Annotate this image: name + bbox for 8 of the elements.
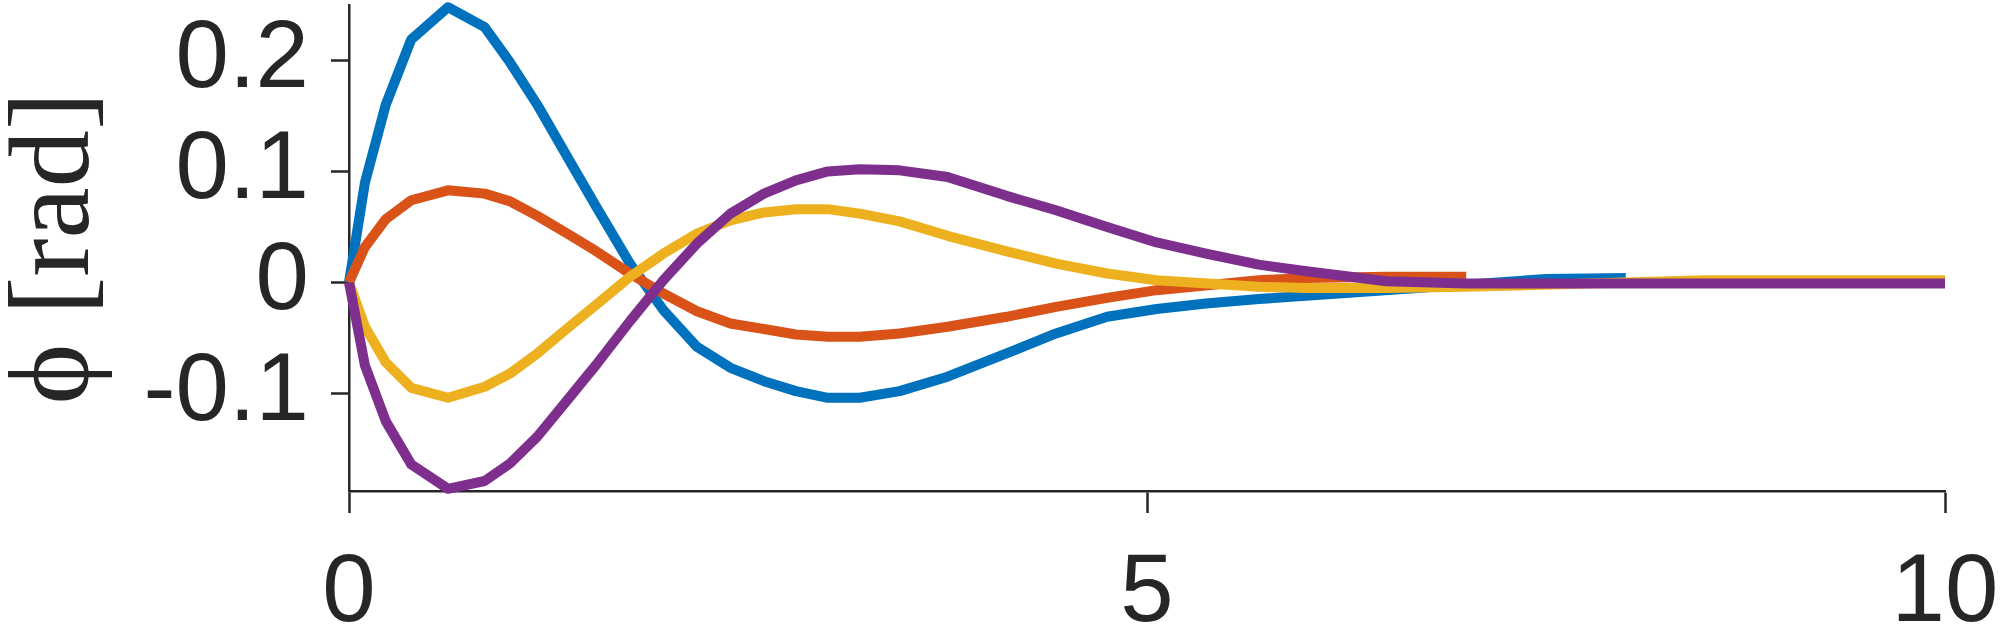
y-tick-label: 0.1 bbox=[175, 110, 309, 218]
y-axis-title: ϕ [rad] bbox=[0, 91, 113, 405]
x-tick-label: 0 bbox=[322, 534, 376, 633]
x-tick-label: 10 bbox=[1891, 534, 1999, 633]
x-tick-label: 5 bbox=[1120, 534, 1174, 633]
y-tick-label: 0 bbox=[255, 221, 309, 329]
y-tick-label: 0.2 bbox=[175, 0, 309, 107]
y-tick-label: -0.1 bbox=[143, 332, 309, 440]
